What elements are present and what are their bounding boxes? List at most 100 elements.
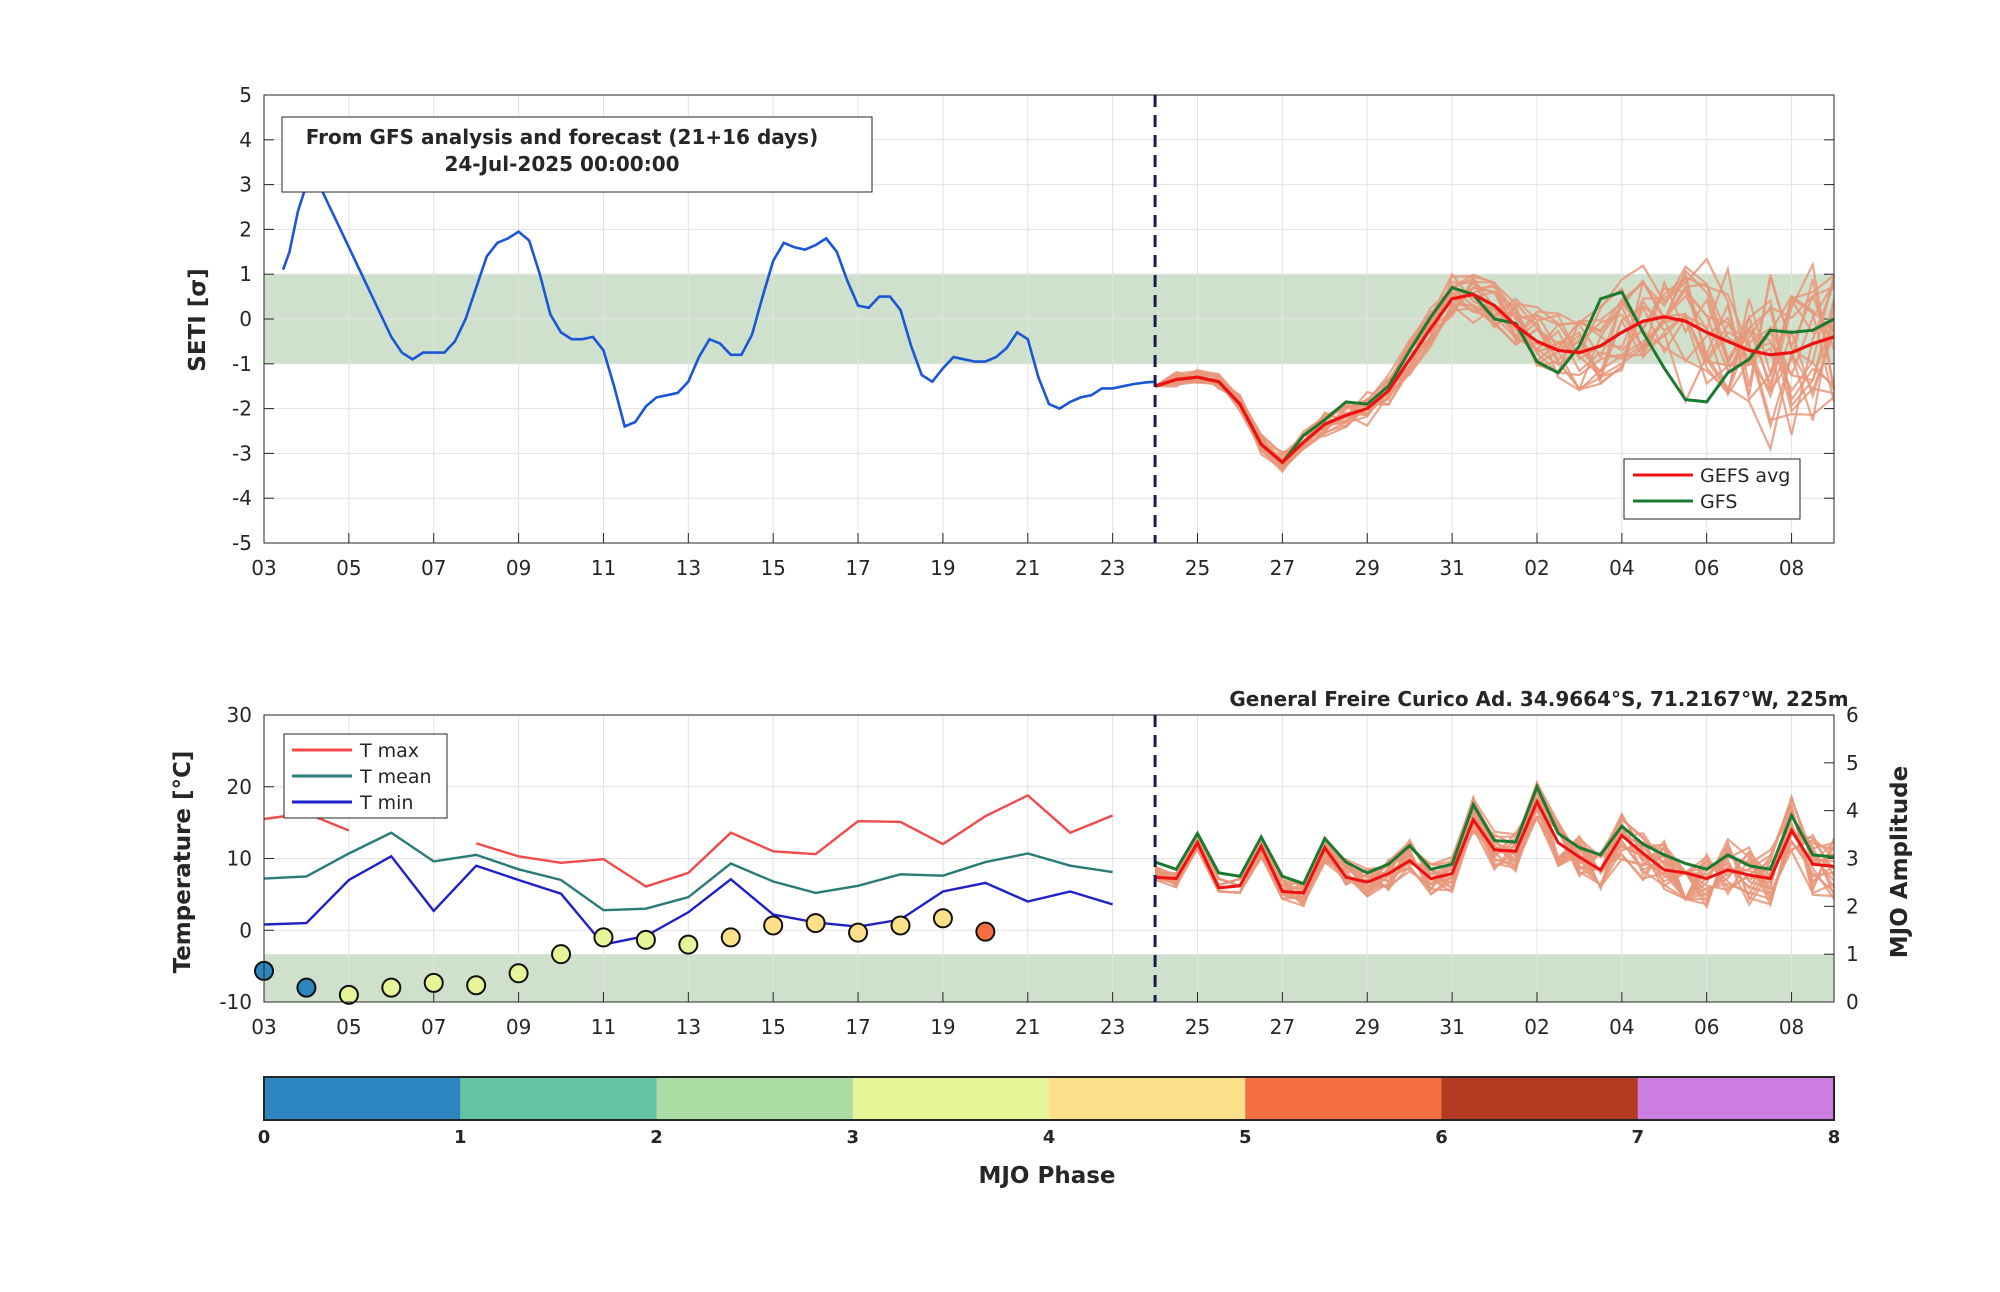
temp-x-tick-label: 29: [1355, 1015, 1380, 1039]
colorbar-segment: [264, 1077, 461, 1120]
seti-x-tick-label: 08: [1779, 556, 1804, 580]
mjo-point: [763, 915, 784, 936]
colorbar-frame: [263, 1076, 1835, 1121]
temp-x-tick-label: 17: [845, 1015, 870, 1039]
colorbar-tick-label: 7: [1631, 1127, 1644, 1148]
legend-tmean: T mean: [359, 766, 432, 788]
seti-x-tick-label: 19: [930, 556, 955, 580]
colorbar-tick-label: 3: [846, 1127, 859, 1148]
temp-ensemble-line: [1155, 815, 1835, 906]
temp-x-tick-label: 03: [251, 1015, 276, 1039]
top-legend: GEFS avg GFS: [1623, 458, 1801, 520]
seti-y-tick-label: -1: [232, 352, 252, 376]
colorbar-segment: [656, 1077, 854, 1120]
temp-x-tick-label: 31: [1439, 1015, 1464, 1039]
mjo-point: [551, 944, 572, 965]
mjo-point: [848, 922, 869, 943]
mjo-point: [720, 927, 741, 948]
temp-y-tick-label: 0: [239, 918, 252, 942]
temp-x-tick-label: 23: [1100, 1015, 1125, 1039]
seti-y-tick-label: 0: [239, 307, 252, 331]
temp-ensemble-line: [1154, 795, 1836, 902]
colorbar-tick-label: 8: [1828, 1127, 1841, 1148]
temp-x-tick-label: 13: [676, 1015, 701, 1039]
seti-analysis-line: [281, 178, 1156, 429]
colorbar-segment: [1245, 1077, 1442, 1120]
seti-y-tick-label: -3: [232, 441, 252, 465]
seti-gefs-avg-line: [1154, 292, 1835, 465]
colorbar-segment: [1049, 1077, 1246, 1120]
seti-y-label: SETI [σ]: [185, 268, 211, 371]
bottom-legend: T max T mean T min: [283, 733, 448, 819]
mjo-y-tick-label: 6: [1846, 703, 1859, 727]
mjo-y-tick-label: 1: [1846, 942, 1859, 966]
seti-y-tick-label: -4: [232, 486, 252, 510]
temp-x-tick-label: 02: [1524, 1015, 1549, 1039]
temp-x-tick-label: 19: [930, 1015, 955, 1039]
temp-x-tick-label: 27: [1270, 1015, 1295, 1039]
seti-x-tick-label: 31: [1439, 556, 1464, 580]
mjo-phase-label: MJO Phase: [978, 1163, 1115, 1189]
mjo-y-tick-label: 5: [1846, 751, 1859, 775]
seti-y-tick-label: 1: [239, 262, 252, 286]
tmin-line: [263, 854, 1113, 946]
seti-x-tick-label: 09: [506, 556, 531, 580]
seti-x-tick-label: 29: [1355, 556, 1380, 580]
seti-x-tick-label: 15: [760, 556, 785, 580]
tmean-line: [263, 831, 1113, 912]
mjo-point: [508, 963, 529, 984]
legend-gfs: GFS: [1700, 491, 1737, 513]
mjo-y-tick-label: 3: [1846, 847, 1859, 871]
temp-y-tick-label: -10: [219, 990, 252, 1014]
temp-ensemble-line: [1154, 795, 1835, 899]
mjo-point: [381, 977, 402, 998]
temp-y-tick-label: 20: [227, 775, 252, 799]
info-line-1: From GFS analysis and forecast (21+16 da…: [306, 125, 818, 149]
temp-x-tick-label: 11: [591, 1015, 616, 1039]
seti-x-tick-label: 04: [1609, 556, 1634, 580]
seti-x-tick-label: 25: [1185, 556, 1210, 580]
temp-x-tick-label: 07: [421, 1015, 446, 1039]
mjo-low-amplitude-band: [264, 954, 1834, 1002]
temp-y-tick-label: 10: [227, 847, 252, 871]
colorbar-segment: [852, 1077, 1050, 1120]
mjo-point: [466, 975, 487, 996]
colorbar-segment: [460, 1077, 657, 1120]
temp-x-tick-label: 05: [336, 1015, 361, 1039]
mjo-point: [805, 913, 826, 934]
seti-y-tick-label: 2: [239, 217, 252, 241]
seti-y-tick-label: -2: [232, 397, 252, 421]
legend-tmin: T min: [359, 792, 413, 814]
seti-ensemble-line: [1154, 286, 1835, 455]
mjo-amplitude-y-label: MJO Amplitude: [1887, 766, 1913, 958]
seti-x-tick-label: 02: [1524, 556, 1549, 580]
mjo-point: [593, 927, 614, 948]
colorbar-segment: [1441, 1077, 1639, 1120]
temp-gfs-line: [1154, 782, 1835, 886]
temp-axes-box: [263, 714, 1835, 1003]
temp-y-tick-label: 30: [227, 703, 252, 727]
seti-ensemble-line: [1154, 275, 1836, 453]
mjo-phase-colorbar: 0 1 2 3 4 5 6 7 8: [258, 1076, 1841, 1148]
temp-x-tick-label: 09: [506, 1015, 531, 1039]
seti-x-tick-label: 27: [1270, 556, 1295, 580]
mjo-point: [338, 984, 359, 1005]
temp-x-tick-label: 06: [1694, 1015, 1719, 1039]
mjo-y-tick-label: 0: [1846, 990, 1859, 1014]
temperature-y-label: Temperature [°C]: [170, 751, 196, 974]
mjo-y-tick-label: 4: [1846, 799, 1859, 823]
seti-x-tick-label: 06: [1694, 556, 1719, 580]
mjo-point: [932, 908, 953, 929]
temp-gefs-avg-line: [1155, 798, 1835, 895]
colorbar-tick-label: 5: [1239, 1127, 1252, 1148]
seti-x-tick-label: 05: [336, 556, 361, 580]
mjo-point: [635, 929, 656, 950]
temp-x-tick-label: 08: [1779, 1015, 1804, 1039]
seti-x-tick-label: 13: [676, 556, 701, 580]
mjo-point: [296, 977, 317, 998]
temp-ensemble-line: [1154, 779, 1835, 906]
colorbar-segment: [1637, 1077, 1835, 1120]
seti-x-tick-label: 07: [421, 556, 446, 580]
mjo-y-tick-label: 2: [1846, 894, 1859, 918]
